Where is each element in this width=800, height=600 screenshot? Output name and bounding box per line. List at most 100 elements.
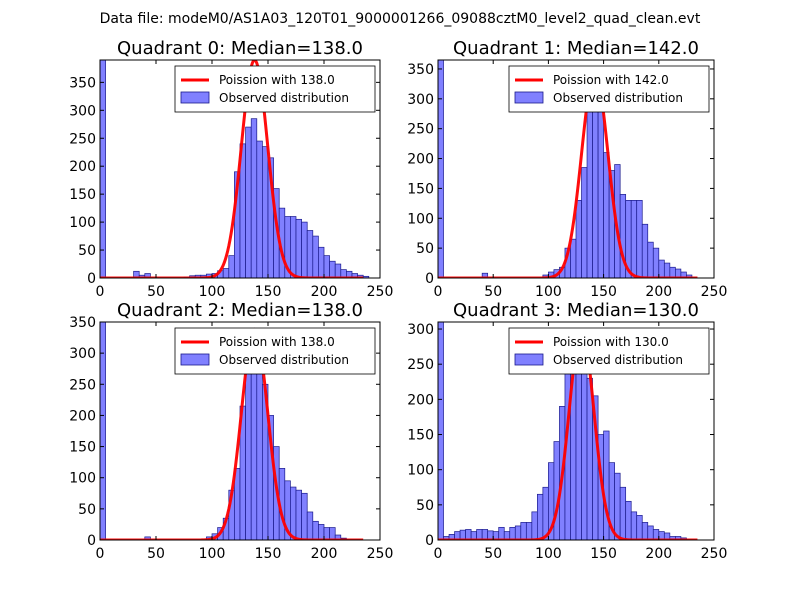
- histogram-bar: [498, 526, 505, 540]
- histogram-bar: [586, 98, 593, 278]
- histogram-bar: [636, 200, 643, 278]
- histogram-bar: [334, 534, 342, 540]
- legend-label-observed: Observed distribution: [219, 353, 349, 367]
- axes-frame: [437, 59, 715, 279]
- axes-frame: [99, 321, 381, 541]
- x-tick-label: 50: [484, 546, 502, 562]
- x-tick-label: 0: [434, 284, 443, 300]
- y-tick-label: 300: [69, 103, 96, 119]
- x-tick-label: 200: [645, 546, 672, 562]
- figure-suptitle: Data file: modeM0/AS1A03_120T01_90000012…: [100, 11, 701, 27]
- histogram-bar: [581, 346, 588, 540]
- y-tick-label: 100: [69, 471, 96, 487]
- y-tick-label: 200: [69, 159, 96, 175]
- histogram-bar: [262, 146, 269, 278]
- histogram-bar: [630, 200, 638, 278]
- x-tick-label: 250: [367, 546, 394, 562]
- histogram-bar: [323, 255, 330, 278]
- x-tick-label: 200: [311, 284, 338, 300]
- x-tick-label: 0: [96, 546, 105, 562]
- histogram-bar: [256, 140, 263, 278]
- quadrant-3-plot: 0 50 100 150 200 250 0 50 100 150 200 250 300 Quadran…: [407, 300, 727, 562]
- y-tick-label: 300: [407, 92, 434, 108]
- legend-label-observed: Observed distribution: [553, 353, 683, 367]
- histogram-bar: [323, 527, 330, 540]
- y-tick-label: 200: [407, 392, 434, 408]
- histogram-bar: [537, 493, 544, 540]
- histogram-bar: [603, 152, 610, 278]
- x-tick-label: 100: [199, 284, 226, 300]
- histogram-bar: [100, 322, 106, 540]
- histogram-bar: [476, 529, 483, 540]
- legend-label-poisson: Poission with 130.0: [553, 335, 669, 349]
- histogram-bar: [329, 527, 336, 540]
- histogram-bar: [250, 118, 258, 278]
- histogram-bar: [614, 472, 621, 540]
- y-tick-label: 0: [87, 533, 96, 549]
- y-tick-label: 150: [69, 187, 96, 203]
- legend-label-poisson: Poission with 142.0: [553, 73, 669, 87]
- histogram-bar: [641, 522, 649, 540]
- histogram-bar: [133, 270, 140, 278]
- x-tick-label: 50: [147, 546, 165, 562]
- y-tick-label: 250: [69, 377, 96, 393]
- x-tick-label: 50: [147, 284, 165, 300]
- histogram-bar: [100, 60, 106, 278]
- histogram-bar: [295, 489, 302, 540]
- legend-bar-swatch: [180, 353, 210, 366]
- legend: Poission with 142.0 Observed distribution: [508, 65, 710, 113]
- legend-label-observed: Observed distribution: [553, 91, 683, 105]
- poisson-curve: [100, 327, 364, 540]
- histogram-bar: [312, 520, 319, 540]
- histogram-bar: [295, 218, 302, 278]
- histogram-bar: [619, 486, 627, 540]
- quadrant-2-plot: 0 50 100 150 200 250 0 50 100 150 200 250 300 350 Quad…: [69, 300, 393, 562]
- y-tick-label: 350: [69, 315, 96, 331]
- histogram-bar: [228, 255, 235, 278]
- x-tick-label: 0: [434, 546, 443, 562]
- histogram-bar: [663, 262, 671, 278]
- histogram-bar: [256, 346, 263, 540]
- y-tick-label: 200: [407, 152, 434, 168]
- histogram-bar: [636, 515, 643, 540]
- histogram-bar: [630, 511, 638, 540]
- histogram-bar: [592, 86, 599, 278]
- y-tick-label: 150: [407, 428, 434, 444]
- histogram-bar: [301, 221, 308, 278]
- chart-title: Quadrant 1: Median=142.0: [453, 38, 699, 59]
- legend: Poission with 130.0 Observed distribution: [508, 327, 710, 375]
- x-tick-label: 100: [535, 284, 562, 300]
- y-tick-label: 100: [407, 463, 434, 479]
- y-tick-label: 0: [87, 271, 96, 287]
- histogram-bar: [520, 522, 527, 540]
- histogram-bar: [603, 430, 610, 540]
- x-tick-label: 150: [590, 284, 617, 300]
- histogram-bar: [290, 486, 297, 540]
- y-tick-label: 300: [69, 346, 96, 362]
- y-tick-label: 250: [407, 357, 434, 373]
- y-tick-label: 100: [407, 211, 434, 227]
- x-tick-label: 150: [255, 546, 282, 562]
- histogram-bar: [570, 238, 577, 278]
- legend-bar-swatch: [180, 91, 210, 104]
- poisson-curve: [100, 60, 364, 278]
- histogram-bar: [329, 260, 336, 278]
- y-tick-label: 50: [78, 243, 96, 259]
- quadrant-1-plot: 0 50 100 150 200 250 0 50 100 150 200 250 300 350 Quad…: [407, 38, 727, 300]
- histogram-bar: [652, 529, 660, 540]
- y-tick-label: 350: [69, 75, 96, 91]
- histogram-bar: [290, 216, 297, 278]
- legend-label-observed: Observed distribution: [219, 91, 349, 105]
- poisson-curve: [438, 328, 698, 540]
- histogram-bar: [531, 511, 538, 540]
- legend-box: [508, 327, 710, 375]
- histogram-bar: [465, 529, 472, 540]
- histogram-bar: [438, 60, 444, 278]
- y-tick-label: 250: [69, 131, 96, 147]
- histogram-bar: [318, 524, 325, 540]
- y-tick-label: 150: [407, 181, 434, 197]
- y-tick-label: 50: [416, 498, 434, 514]
- x-tick-label: 250: [701, 284, 728, 300]
- plot-area: [438, 322, 698, 540]
- x-tick-label: 250: [701, 546, 728, 562]
